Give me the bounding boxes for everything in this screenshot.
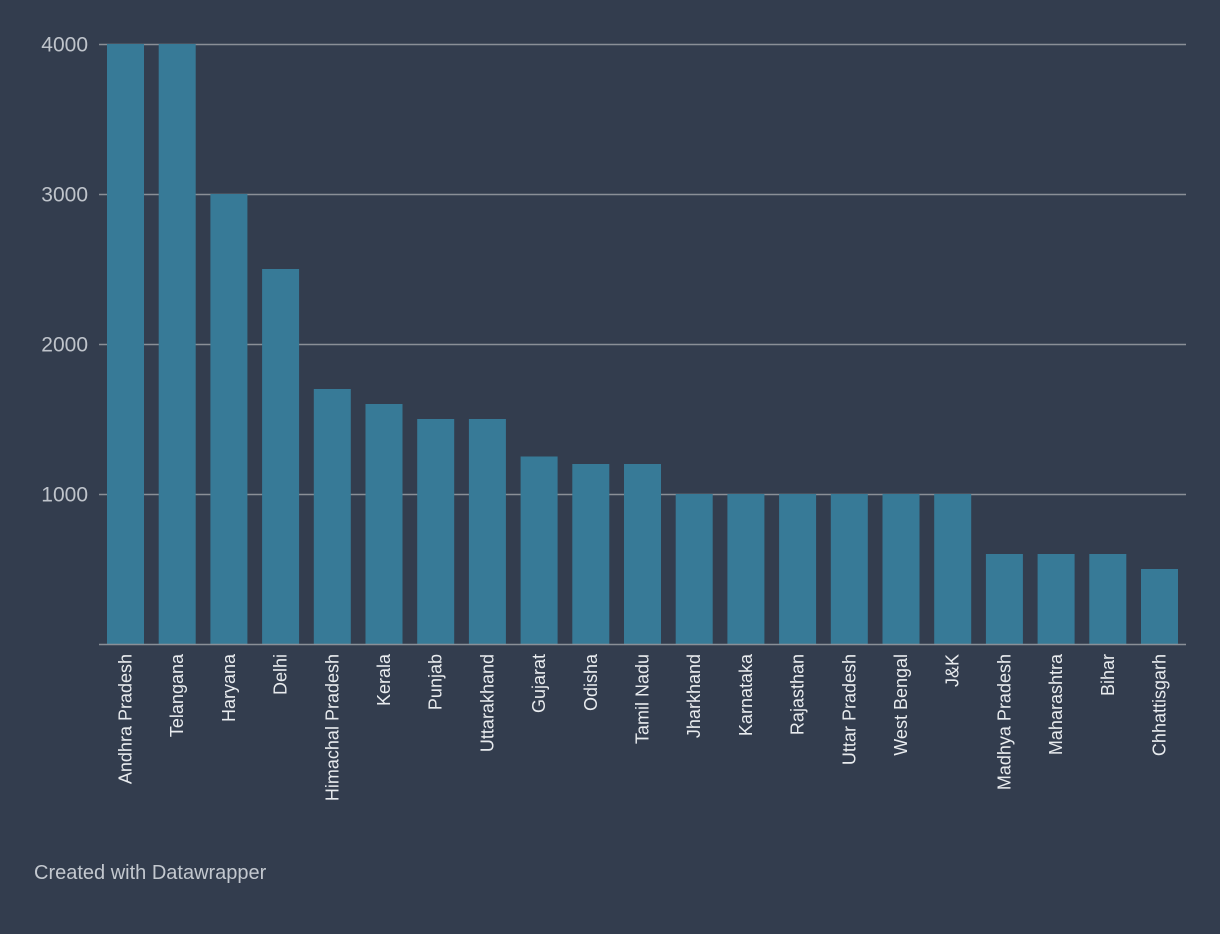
bar (830, 494, 868, 644)
x-category-label: Andhra Pradesh (116, 654, 136, 784)
y-tick-label: 4000 (41, 34, 88, 57)
x-category-label: Punjab (426, 654, 446, 710)
bar (934, 494, 972, 644)
bar (779, 494, 817, 644)
x-category-label: Rajasthan (788, 654, 808, 735)
bar (572, 464, 610, 644)
bar (158, 44, 196, 644)
x-category-label: Chhattisgarh (1150, 654, 1170, 756)
x-category-label: Delhi (271, 654, 291, 695)
x-category-label: West Bengal (891, 654, 911, 756)
y-tick-label: 2000 (41, 334, 88, 357)
bar (882, 494, 920, 644)
credit-text: Created with Datawrapper (34, 862, 267, 884)
x-category-label: Tamil Nadu (633, 654, 653, 744)
bar (675, 494, 713, 644)
bar (985, 554, 1023, 644)
x-category-label: Karnataka (736, 653, 756, 736)
x-category-label: Madhya Pradesh (994, 654, 1014, 790)
bar (365, 404, 403, 644)
bar (1037, 554, 1075, 644)
x-category-label: Haryana (219, 653, 239, 722)
bar (417, 419, 455, 644)
x-category-label: Uttar Pradesh (839, 654, 859, 765)
x-category-label: Kerala (374, 653, 394, 706)
x-category-label: Himachal Pradesh (322, 654, 342, 801)
x-category-label: Bihar (1098, 654, 1118, 696)
bar (727, 494, 765, 644)
x-category-label: Gujarat (529, 654, 549, 713)
x-category-label: Uttarakhand (477, 654, 497, 752)
bar (262, 269, 300, 644)
y-tick-label: 3000 (41, 184, 88, 207)
bar (1089, 554, 1127, 644)
x-category-label: J&K (943, 654, 963, 687)
x-category-label: Maharashtra (1046, 653, 1066, 755)
bar (107, 44, 144, 644)
x-category-label: Telangana (167, 653, 187, 737)
bar (313, 389, 351, 644)
bar (468, 419, 506, 644)
bar (624, 464, 661, 644)
bar (210, 194, 248, 644)
y-tick-label: 1000 (41, 484, 88, 507)
bar (1141, 569, 1178, 644)
x-category-label: Jharkhand (684, 654, 704, 738)
x-category-label: Odisha (581, 653, 601, 711)
bar (520, 456, 558, 644)
